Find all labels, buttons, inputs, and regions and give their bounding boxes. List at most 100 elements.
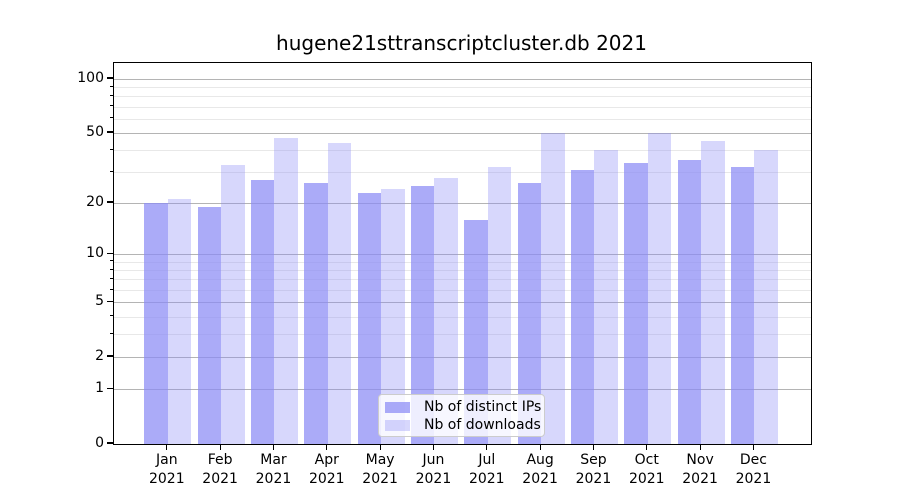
y-tick-mark bbox=[107, 355, 113, 357]
y-tick-mark-minor bbox=[110, 105, 113, 107]
gridline-minor bbox=[114, 150, 811, 152]
chart-title: hugene21sttranscriptcluster.db 2021 bbox=[276, 31, 647, 55]
y-tick-mark-minor bbox=[110, 148, 113, 150]
x-tick-label: Jan 2021 bbox=[148, 452, 185, 487]
bar-downloads-2 bbox=[221, 164, 245, 444]
bar-distinct-ips-9 bbox=[570, 169, 595, 444]
legend-label-downloads: Nb of downloads bbox=[424, 417, 541, 433]
bar-downloads-8 bbox=[541, 132, 565, 444]
y-tick-label: 2 bbox=[95, 348, 104, 365]
bar-downloads-3 bbox=[274, 137, 298, 444]
gridline-minor bbox=[114, 270, 811, 272]
bar-downloads-1 bbox=[167, 199, 192, 444]
bar-downloads-4 bbox=[327, 142, 352, 444]
y-tick-mark bbox=[107, 131, 113, 133]
x-tick-mark bbox=[166, 444, 168, 450]
bar-downloads-5 bbox=[381, 189, 405, 444]
x-tick-mark bbox=[219, 444, 221, 450]
gridline-major bbox=[114, 203, 811, 205]
bar-downloads-9 bbox=[594, 150, 618, 444]
bar-distinct-ips-7 bbox=[464, 219, 488, 444]
bar-downloads-12 bbox=[754, 150, 778, 444]
bar-distinct-ips-5 bbox=[357, 192, 382, 444]
x-tick-label: Jul 2021 bbox=[468, 452, 505, 487]
y-tick-mark bbox=[107, 387, 113, 389]
y-tick-mark bbox=[107, 252, 113, 254]
gridline-minor bbox=[114, 316, 811, 318]
gridline-minor bbox=[114, 334, 811, 336]
y-tick-mark bbox=[107, 442, 113, 444]
bar-distinct-ips-8 bbox=[517, 183, 542, 444]
x-tick-mark bbox=[272, 444, 275, 450]
x-tick-label: Aug 2021 bbox=[522, 452, 558, 487]
gridline-major bbox=[114, 302, 811, 304]
y-tick-mark-minor bbox=[110, 117, 113, 119]
bar-distinct-ips-4 bbox=[304, 183, 328, 444]
y-tick-mark-minor bbox=[110, 268, 113, 270]
x-tick-mark bbox=[699, 444, 701, 450]
gridline-major bbox=[114, 357, 811, 359]
y-tick-label: 1 bbox=[95, 380, 104, 397]
x-tick-label: Feb 2021 bbox=[202, 452, 238, 487]
legend-label-distinct-ips: Nb of distinct IPs bbox=[424, 399, 542, 415]
y-tick-label: 100 bbox=[77, 69, 104, 86]
gridline-minor bbox=[114, 279, 811, 281]
plot-area bbox=[113, 62, 812, 445]
bar-downloads-7 bbox=[487, 167, 512, 444]
y-tick-mark-minor bbox=[110, 315, 113, 317]
x-tick-mark bbox=[379, 444, 381, 450]
bar-distinct-ips-1 bbox=[144, 203, 168, 444]
x-tick-mark bbox=[646, 444, 648, 450]
gridline-minor bbox=[114, 118, 811, 120]
gridline-major bbox=[114, 254, 811, 256]
y-tick-mark bbox=[107, 201, 113, 203]
gridline-minor bbox=[114, 172, 811, 174]
x-tick-mark bbox=[539, 444, 541, 450]
bar-downloads-11 bbox=[701, 141, 725, 444]
bar-downloads-10 bbox=[647, 132, 672, 444]
legend: Nb of distinct IPs Nb of downloads bbox=[378, 394, 545, 437]
y-tick-mark-minor bbox=[110, 288, 113, 290]
bar-distinct-ips-11 bbox=[677, 160, 702, 444]
y-tick-mark-minor bbox=[110, 277, 113, 279]
y-tick-mark-minor bbox=[110, 260, 113, 262]
y-tick-mark bbox=[107, 77, 113, 79]
bar-distinct-ips-2 bbox=[197, 206, 222, 444]
y-tick-mark-minor bbox=[110, 85, 113, 87]
x-tick-label: Nov 2021 bbox=[682, 452, 718, 487]
bar-distinct-ips-10 bbox=[624, 162, 648, 444]
gridline-minor bbox=[114, 290, 811, 292]
gridline-major bbox=[114, 78, 811, 80]
x-tick-mark bbox=[326, 444, 328, 450]
x-tick-label: Dec 2021 bbox=[735, 452, 772, 487]
x-tick-label: Sep 2021 bbox=[575, 452, 612, 487]
y-tick-label: 5 bbox=[95, 293, 104, 310]
bar-distinct-ips-3 bbox=[250, 180, 275, 444]
x-tick-label: Apr 2021 bbox=[308, 452, 345, 487]
bar-distinct-ips-6 bbox=[410, 186, 435, 444]
x-tick-mark bbox=[592, 444, 595, 450]
x-tick-mark bbox=[752, 444, 755, 450]
y-tick-label: 10 bbox=[86, 245, 104, 262]
bar-distinct-ips-12 bbox=[730, 167, 755, 444]
y-tick-mark-minor bbox=[110, 170, 113, 172]
x-tick-mark bbox=[486, 444, 488, 450]
x-tick-label: Mar 2021 bbox=[255, 452, 292, 487]
x-tick-label: Oct 2021 bbox=[628, 452, 665, 487]
gridline-minor bbox=[114, 87, 811, 89]
gridline-minor bbox=[114, 96, 811, 98]
y-tick-mark-minor bbox=[110, 94, 113, 96]
gridline-major bbox=[114, 389, 811, 391]
y-tick-mark-minor bbox=[110, 332, 113, 334]
x-tick-mark bbox=[432, 444, 435, 450]
x-tick-label: Jun 2021 bbox=[415, 452, 452, 487]
bar-downloads-6 bbox=[434, 177, 458, 444]
y-tick-label: 20 bbox=[86, 194, 104, 211]
legend-swatch-distinct-ips bbox=[385, 402, 410, 413]
y-tick-mark bbox=[107, 300, 113, 302]
x-tick-label: May 2021 bbox=[362, 452, 398, 487]
gridline-major bbox=[114, 132, 811, 134]
y-tick-label: 50 bbox=[86, 123, 104, 140]
gridline-minor bbox=[114, 261, 811, 263]
